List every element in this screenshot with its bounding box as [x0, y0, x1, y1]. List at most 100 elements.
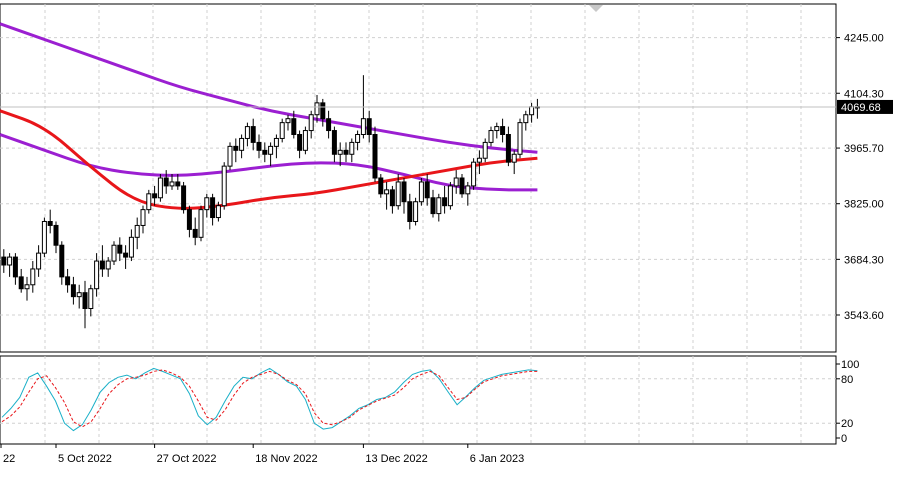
- candle: [384, 181, 390, 210]
- shift-marker-icon[interactable]: [589, 5, 603, 12]
- candle: [500, 118, 506, 143]
- stochastic-signal-line: [1, 369, 538, 428]
- price-tick-label: 3543.60: [844, 310, 884, 322]
- price-tick-label: 4104.30: [844, 88, 884, 100]
- candle: [12, 253, 18, 285]
- candle: [244, 122, 250, 147]
- candle: [273, 134, 279, 159]
- candle: [476, 150, 482, 175]
- candle: [111, 241, 117, 265]
- candle: [70, 276, 76, 305]
- x-tick-label: 13 Dec 2022: [365, 453, 427, 465]
- candle: [465, 181, 471, 206]
- candle: [331, 126, 337, 163]
- candle: [65, 268, 71, 293]
- candle: [279, 118, 285, 143]
- candle: [372, 126, 378, 182]
- price-tick-label: 3825.00: [844, 199, 884, 211]
- candle: [401, 178, 407, 214]
- osc-tick-label: 100: [841, 359, 859, 371]
- candle: [355, 130, 361, 151]
- oscillator-layer: [1, 367, 538, 432]
- candle: [366, 110, 372, 143]
- candle: [198, 205, 204, 242]
- candle: [210, 193, 216, 226]
- candle: [204, 193, 210, 218]
- candle: [239, 134, 245, 159]
- candle: [82, 280, 88, 329]
- candle: [192, 217, 198, 246]
- candle: [181, 181, 187, 214]
- osc-tick-label: 80: [841, 374, 853, 386]
- candle: [146, 189, 152, 214]
- ma-slow-long-line: [0, 22, 538, 154]
- candle: [389, 185, 395, 214]
- price-tick-label: 3965.70: [844, 143, 884, 155]
- candle: [343, 142, 349, 163]
- candle: [395, 174, 401, 210]
- x-tick-label: 6 Jan 2023: [470, 453, 524, 465]
- candle: [105, 257, 111, 277]
- candle: [41, 217, 47, 258]
- price-tick-label: 4245.00: [844, 33, 884, 45]
- candle: [407, 193, 413, 230]
- current-price-box: [837, 99, 893, 114]
- candle: [430, 189, 436, 218]
- candle: [233, 138, 239, 163]
- candle: [320, 98, 326, 127]
- osc-tick-label: 0: [841, 433, 847, 445]
- x-tick-label: 27 Oct 2022: [157, 453, 217, 465]
- candle: [175, 174, 181, 190]
- ma-fast-line: [0, 109, 538, 210]
- candle: [523, 110, 529, 131]
- candle: [152, 185, 158, 206]
- candle: [157, 174, 163, 202]
- candle: [186, 205, 192, 238]
- candle: [169, 174, 175, 190]
- candle: [59, 241, 65, 285]
- candle: [1, 249, 7, 273]
- candle: [123, 245, 129, 269]
- x-tick-label: 22: [3, 453, 15, 465]
- candle: [227, 142, 233, 171]
- candle: [140, 205, 146, 234]
- candle: [30, 261, 36, 293]
- candle: [24, 276, 30, 301]
- price-tick-label: 3684.30: [844, 254, 884, 266]
- candle: [268, 142, 274, 167]
- candle: [256, 134, 262, 159]
- candle: [349, 138, 355, 163]
- candle: [215, 201, 221, 222]
- candle: [488, 126, 494, 147]
- candle: [291, 110, 297, 139]
- osc-tick-label: 20: [841, 418, 853, 430]
- candle: [436, 193, 442, 222]
- candle: [459, 174, 465, 198]
- candle: [53, 221, 59, 254]
- candle: [442, 185, 448, 214]
- oscillator-panel-frame: [0, 355, 837, 445]
- candle: [285, 114, 291, 131]
- candle: [134, 217, 140, 250]
- candle: [221, 162, 227, 210]
- candle: [337, 142, 343, 167]
- candle: [94, 253, 100, 297]
- candle: [297, 130, 303, 159]
- x-tick-label: 18 Nov 2022: [255, 453, 317, 465]
- current-price-label: 4069.68: [841, 102, 881, 114]
- candle: [302, 126, 308, 155]
- candle: [76, 284, 82, 309]
- candle: [314, 94, 320, 123]
- candle: [250, 118, 256, 151]
- candle: [163, 170, 169, 194]
- candle: [36, 245, 42, 277]
- candle: [18, 268, 24, 293]
- ma-slow-short-line: [0, 133, 538, 192]
- axis-layer: 4245.00 4104.30 3965.70 3825.00 3684.30 3543.…: [0, 33, 884, 465]
- candle: [511, 150, 517, 175]
- candle: [262, 142, 268, 163]
- candle-layer: [1, 75, 540, 329]
- candle: [326, 110, 332, 139]
